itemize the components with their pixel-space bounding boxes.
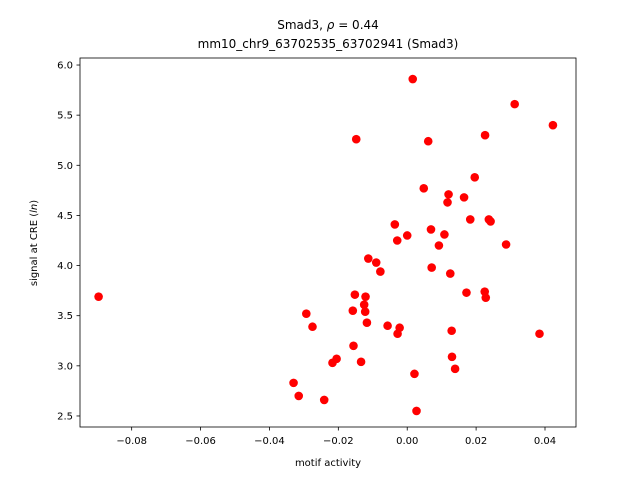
data-point (371, 258, 381, 267)
y-tick-label: 4.5 (57, 211, 73, 222)
x-tick-label: −0.02 (323, 436, 354, 447)
chart-title-line2: mm10_chr9_63702535_63702941 (Smad3) (198, 37, 459, 51)
x-tick-label: −0.06 (185, 436, 216, 447)
data-point (412, 406, 421, 416)
data-point (462, 288, 471, 297)
y-tick-label: 4.0 (57, 261, 73, 272)
data-point (445, 269, 455, 278)
chart-title-line1: Smad3, ρ = 0.44 (277, 18, 379, 32)
x-tick-label: −0.04 (254, 436, 285, 447)
x-tick-label: 0.02 (465, 436, 487, 447)
data-point (410, 369, 419, 379)
data-point (481, 293, 491, 302)
data-point (434, 241, 444, 250)
data-point (349, 341, 358, 351)
data-point (535, 329, 544, 339)
data-points (94, 74, 558, 416)
data-point (356, 357, 366, 367)
data-point (419, 184, 429, 193)
data-point (426, 225, 436, 234)
data-point (308, 322, 317, 332)
y-tick-label: 6.0 (57, 61, 73, 72)
data-point (408, 74, 418, 84)
data-point (447, 352, 457, 362)
data-point (94, 292, 103, 301)
x-axis-ticks: −0.08 −0.06 −0.04 −0.02 0.00 0.02 0.04 (116, 427, 556, 447)
data-point (402, 231, 412, 240)
data-point (440, 230, 449, 239)
data-point (289, 378, 298, 388)
data-point (395, 323, 404, 333)
data-point (486, 217, 495, 226)
y-axis-ticks: 2.5 3.0 3.5 4.0 4.5 5.0 5.5 6.0 (57, 61, 80, 422)
data-point (332, 354, 341, 364)
data-point (392, 236, 402, 245)
data-point (360, 307, 370, 316)
data-point (450, 364, 460, 374)
x-tick-label: 0.04 (534, 436, 556, 447)
x-axis-label: motif activity (295, 458, 361, 469)
data-point (548, 120, 558, 130)
data-point (390, 220, 400, 229)
data-point (444, 190, 453, 199)
data-point (501, 240, 511, 249)
data-point (319, 395, 329, 405)
data-point (447, 326, 456, 336)
data-point (376, 267, 385, 276)
data-point (350, 290, 360, 299)
y-tick-label: 5.0 (57, 161, 73, 172)
data-point (427, 263, 436, 272)
data-point (470, 173, 480, 182)
data-point (364, 254, 373, 263)
y-tick-label: 3.5 (57, 311, 73, 322)
data-point (459, 193, 469, 202)
data-point (480, 130, 490, 140)
data-point (294, 391, 304, 401)
y-tick-label: 3.0 (57, 361, 73, 372)
data-point (423, 136, 433, 146)
y-axis-label: signal at CRE (ln) (29, 200, 40, 286)
data-point (443, 198, 452, 207)
data-point (351, 134, 361, 144)
data-point (465, 215, 475, 224)
data-point (510, 99, 519, 109)
data-point (302, 309, 311, 318)
plot-area-frame (79, 57, 577, 428)
y-tick-label: 5.5 (57, 111, 73, 122)
data-point (383, 321, 392, 331)
y-tick-label: 2.5 (57, 411, 73, 422)
data-point (348, 306, 358, 315)
data-point (361, 292, 370, 301)
x-tick-label: −0.08 (116, 436, 147, 447)
x-tick-label: 0.00 (396, 436, 418, 447)
data-point (359, 300, 369, 309)
data-point (362, 318, 372, 328)
